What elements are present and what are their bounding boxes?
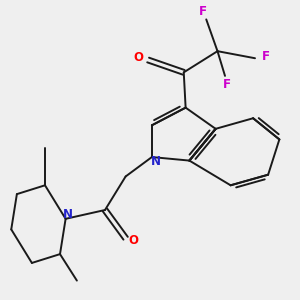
Text: N: N [62,208,73,221]
Text: F: F [262,50,269,63]
Text: F: F [223,78,231,91]
Text: F: F [199,5,206,18]
Text: N: N [152,155,161,168]
Text: O: O [128,233,138,247]
Text: O: O [134,51,144,64]
